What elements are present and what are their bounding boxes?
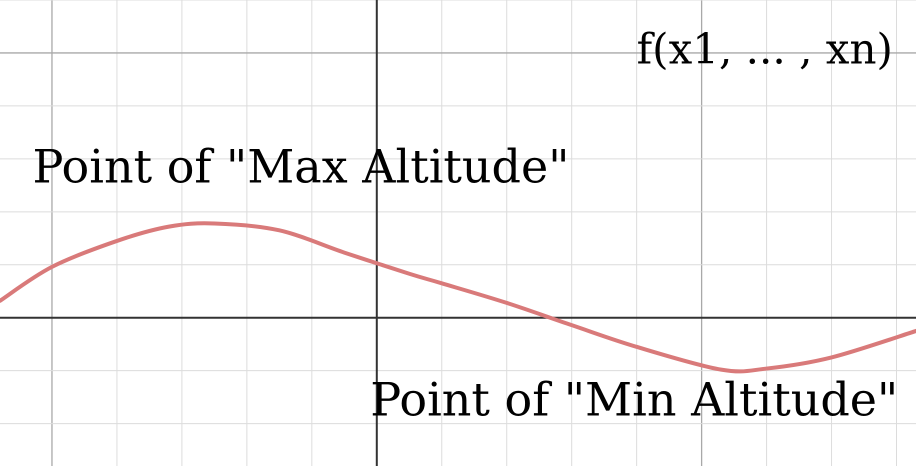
series-layer <box>0 221 916 374</box>
min-altitude-label: Point of "Min Altitude" <box>370 373 898 427</box>
function-label: f(x1, ... , xn) <box>637 25 893 74</box>
function-curve <box>0 221 916 374</box>
max-altitude-label: Point of "Max Altitude" <box>32 140 569 194</box>
annotations: f(x1, ... , xn) Point of "Max Altitude" Po… <box>32 25 898 427</box>
